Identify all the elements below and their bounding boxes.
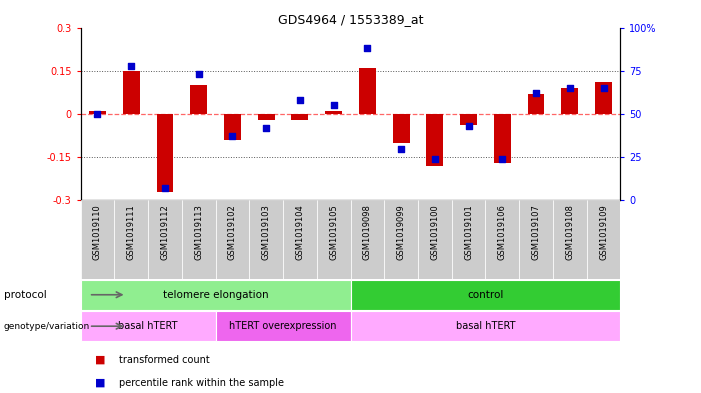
Bar bbox=[148, 200, 182, 279]
Point bbox=[261, 125, 272, 131]
Bar bbox=[190, 85, 207, 114]
Bar bbox=[123, 71, 139, 114]
Bar bbox=[595, 82, 612, 114]
Point bbox=[463, 123, 474, 129]
Point bbox=[429, 156, 440, 162]
Bar bbox=[494, 114, 511, 163]
Text: GSM1019107: GSM1019107 bbox=[531, 204, 540, 260]
Text: GSM1019111: GSM1019111 bbox=[127, 204, 136, 260]
Text: GSM1019112: GSM1019112 bbox=[161, 204, 170, 260]
Text: GSM1019108: GSM1019108 bbox=[565, 204, 574, 260]
Bar bbox=[350, 200, 384, 279]
Bar bbox=[528, 94, 545, 114]
Bar bbox=[553, 200, 587, 279]
Point bbox=[92, 111, 103, 117]
Text: percentile rank within the sample: percentile rank within the sample bbox=[119, 378, 284, 388]
Bar bbox=[81, 200, 114, 279]
Text: GSM1019109: GSM1019109 bbox=[599, 204, 608, 260]
Bar bbox=[350, 280, 620, 310]
Bar bbox=[485, 200, 519, 279]
Text: genotype/variation: genotype/variation bbox=[4, 322, 90, 331]
Text: transformed count: transformed count bbox=[119, 355, 210, 365]
Point bbox=[564, 85, 576, 91]
Bar bbox=[325, 111, 342, 114]
Text: GSM1019102: GSM1019102 bbox=[228, 204, 237, 260]
Bar bbox=[182, 200, 216, 279]
Bar bbox=[426, 114, 443, 166]
Point bbox=[193, 71, 204, 77]
Bar bbox=[587, 200, 620, 279]
Text: GSM1019099: GSM1019099 bbox=[397, 204, 406, 260]
Bar bbox=[81, 311, 216, 341]
Text: GSM1019106: GSM1019106 bbox=[498, 204, 507, 260]
Point bbox=[598, 85, 609, 91]
Text: control: control bbox=[468, 290, 503, 300]
Point bbox=[328, 102, 339, 108]
Bar bbox=[359, 68, 376, 114]
Text: GSM1019100: GSM1019100 bbox=[430, 204, 440, 260]
Bar bbox=[460, 114, 477, 125]
Text: protocol: protocol bbox=[4, 290, 46, 300]
Point bbox=[294, 97, 306, 103]
Text: GSM1019101: GSM1019101 bbox=[464, 204, 473, 260]
Text: GSM1019104: GSM1019104 bbox=[295, 204, 304, 260]
Bar bbox=[216, 311, 350, 341]
Text: telomere elongation: telomere elongation bbox=[163, 290, 268, 300]
Text: basal hTERT: basal hTERT bbox=[456, 321, 515, 331]
Bar bbox=[393, 114, 409, 143]
Text: basal hTERT: basal hTERT bbox=[118, 321, 178, 331]
Bar bbox=[224, 114, 241, 140]
Bar bbox=[418, 200, 451, 279]
Point bbox=[531, 90, 542, 96]
Text: GSM1019103: GSM1019103 bbox=[261, 204, 271, 260]
Bar bbox=[156, 114, 173, 192]
Text: ■: ■ bbox=[95, 378, 105, 388]
Bar bbox=[89, 111, 106, 114]
Bar bbox=[562, 88, 578, 114]
Point bbox=[159, 185, 170, 191]
Point bbox=[125, 62, 137, 69]
Text: hTERT overexpression: hTERT overexpression bbox=[229, 321, 336, 331]
Point bbox=[362, 45, 373, 51]
Bar bbox=[283, 200, 317, 279]
Bar bbox=[114, 200, 148, 279]
Bar bbox=[81, 280, 350, 310]
Bar bbox=[451, 200, 485, 279]
Bar bbox=[216, 200, 250, 279]
Title: GDS4964 / 1553389_at: GDS4964 / 1553389_at bbox=[278, 13, 423, 26]
Bar bbox=[384, 200, 418, 279]
Text: GSM1019105: GSM1019105 bbox=[329, 204, 338, 260]
Bar bbox=[350, 311, 620, 341]
Bar bbox=[250, 200, 283, 279]
Point bbox=[395, 145, 407, 152]
Text: GSM1019113: GSM1019113 bbox=[194, 204, 203, 260]
Text: GSM1019098: GSM1019098 bbox=[363, 204, 372, 260]
Bar bbox=[258, 114, 275, 120]
Text: ■: ■ bbox=[95, 355, 105, 365]
Bar bbox=[292, 114, 308, 120]
Bar bbox=[317, 200, 350, 279]
Bar bbox=[519, 200, 553, 279]
Text: GSM1019110: GSM1019110 bbox=[93, 204, 102, 260]
Point bbox=[227, 133, 238, 140]
Point bbox=[497, 156, 508, 162]
